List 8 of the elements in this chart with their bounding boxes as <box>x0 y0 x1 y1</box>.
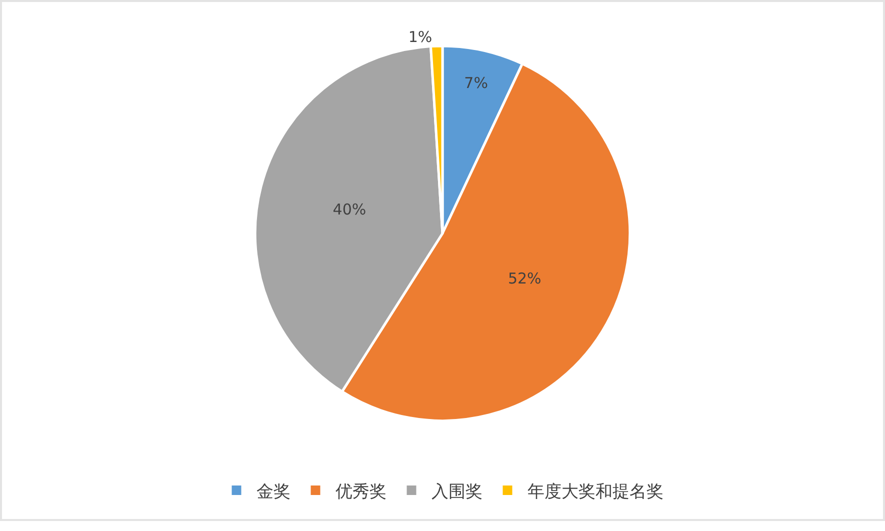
data-label: 40% <box>332 200 366 218</box>
data-label: 52% <box>508 270 542 288</box>
data-label: 7% <box>464 74 488 92</box>
legend-label: 优秀奖 <box>336 482 386 502</box>
legend-label: 年度大奖和提名奖 <box>528 482 664 502</box>
legend-label: 金奖 <box>256 482 290 502</box>
data-label: 1% <box>408 28 432 46</box>
legend-label: 入围奖 <box>432 482 482 502</box>
